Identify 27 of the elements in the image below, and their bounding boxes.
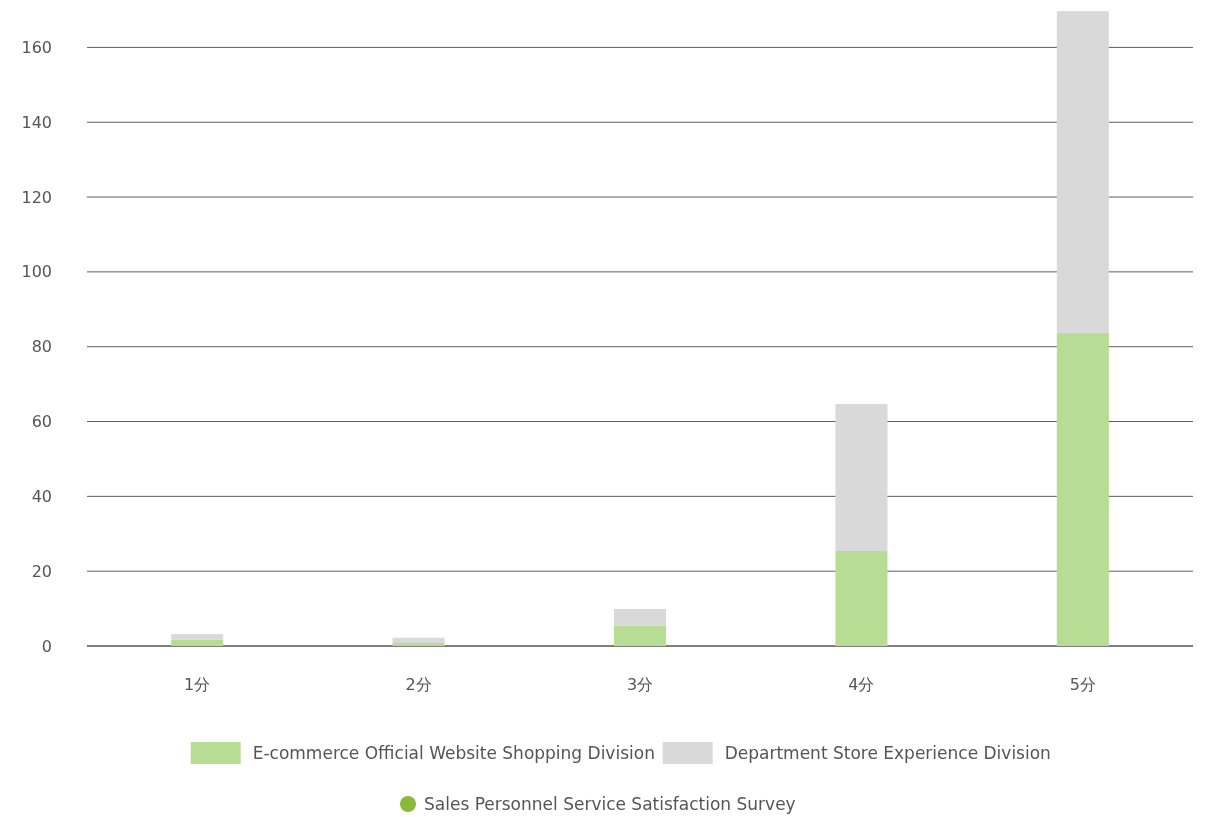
bar — [171, 639, 224, 646]
y-tick-label: 40 — [31, 486, 52, 506]
y-tick-label: 100 — [21, 262, 52, 282]
x-tick-label: 4分 — [848, 675, 875, 694]
y-tick-label: 20 — [31, 561, 52, 581]
bar — [613, 608, 667, 626]
bar — [392, 643, 445, 646]
legend-label: E-commerce Official Website Shopping Division — [252, 742, 655, 763]
bar — [171, 634, 224, 640]
legend-label: Department Store Experience Division — [724, 742, 1051, 763]
y-tick-label: 120 — [21, 187, 52, 207]
x-tick-label: 5分 — [1069, 675, 1096, 694]
y-tick-label: 140 — [21, 112, 52, 132]
y-tick-label: 80 — [31, 337, 52, 357]
y-tick-label: 60 — [31, 412, 52, 432]
x-tick-label: 2分 — [405, 675, 432, 694]
bar — [1056, 332, 1109, 646]
x-tick-label: 3分 — [626, 675, 654, 694]
y-tick-label: 160 — [21, 38, 52, 58]
bar — [1056, 11, 1109, 333]
bar — [835, 550, 888, 646]
y-tick-label: 0 — [41, 636, 52, 656]
bar — [613, 625, 667, 646]
x-tick-label: 1分 — [184, 675, 211, 694]
bar — [392, 637, 445, 644]
bar — [835, 403, 888, 551]
text: Sales Personnel Service Satisfaction Survey — [424, 793, 796, 814]
